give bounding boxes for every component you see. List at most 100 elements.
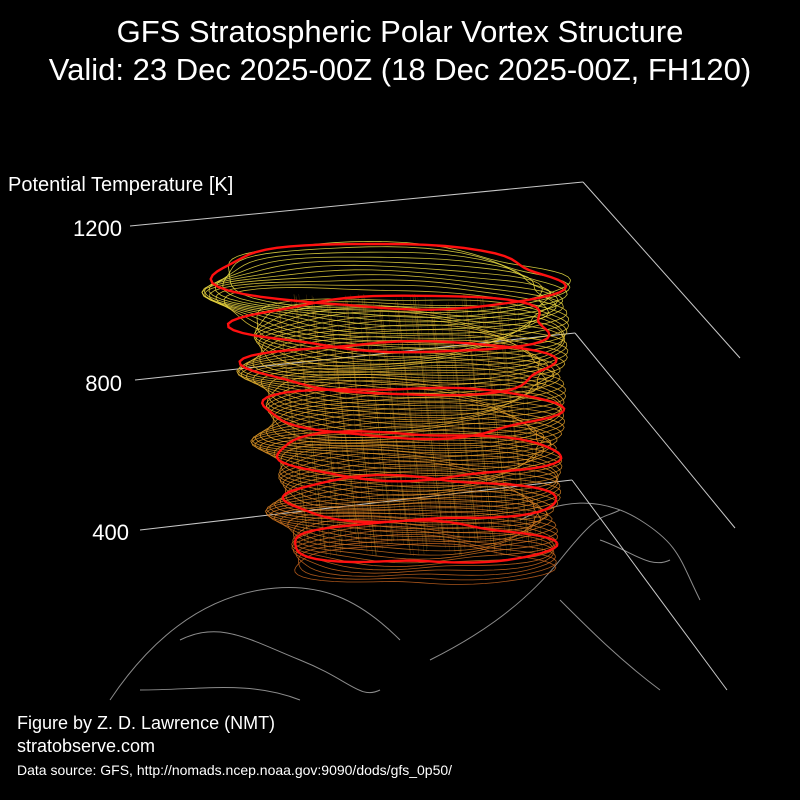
isosurface-contour: [270, 388, 565, 441]
isosurface-contour: [279, 446, 561, 496]
isosurface-contour: [255, 311, 566, 371]
isosurface-mesh-line: [396, 298, 428, 546]
isosurface-mesh-line: [447, 304, 479, 542]
isosurface-mesh-line: [497, 305, 523, 541]
z-tick-label: 400: [92, 520, 129, 545]
isosurface-contour: [236, 344, 547, 398]
highlight-contour: [226, 294, 551, 354]
isosurface-mesh-line: [414, 294, 440, 541]
isosurface-contour: [273, 502, 553, 547]
isosurface-mesh-line: [310, 300, 343, 548]
isosurface-contour: [254, 407, 558, 458]
vortex-isosurface: [201, 240, 571, 585]
isosurface-contour: [266, 373, 565, 429]
isosurface-contour: [237, 348, 548, 402]
isosurface-contour: [214, 251, 568, 318]
isosurface-mesh-line: [439, 305, 466, 551]
isosurface-mesh-line: [278, 304, 309, 543]
isosurface-mesh-line: [432, 305, 462, 554]
isosurface-mesh-line: [412, 294, 445, 543]
isosurface-mesh-line: [363, 294, 393, 544]
coastline: [109, 586, 401, 701]
coastline: [179, 631, 381, 694]
isosurface-contour: [266, 397, 565, 449]
isosurface-mesh-line: [484, 302, 514, 544]
isosurface-mesh-line: [465, 295, 495, 550]
isosurface-mesh-line: [363, 294, 389, 547]
isosurface-mesh-line: [465, 296, 492, 546]
isosurface-contour: [280, 507, 557, 552]
isosurface-mesh-line: [327, 304, 352, 541]
isosurface-mesh-line: [417, 295, 446, 549]
data-source: Data source: GFS, http://nomads.ncep.noa…: [17, 762, 453, 778]
isosurface-contour: [222, 246, 571, 314]
isosurface-mesh-line: [313, 302, 344, 545]
isosurface-contour: [274, 475, 559, 522]
isosurface-mesh-line: [380, 305, 411, 556]
isosurface-contour: [201, 264, 549, 331]
isosurface-mesh-line: [480, 300, 513, 547]
isosurface-mesh-line: [461, 298, 487, 544]
isosurface-contour: [267, 384, 562, 439]
isosurface-mesh-line: [379, 305, 411, 551]
isosurface-mesh-line: [320, 303, 347, 542]
isosurface-contour: [253, 307, 564, 368]
isosurface-mesh-line: [344, 296, 377, 556]
isosurface-mesh-line: [398, 303, 425, 555]
isosurface-contour: [272, 392, 565, 445]
isosurface-contour: [256, 298, 570, 358]
highlight-contour: [294, 519, 559, 564]
isosurface-contour: [265, 493, 541, 538]
isosurface-contour: [258, 315, 568, 374]
isosurface-mesh-line: [463, 294, 496, 553]
isosurface-mesh-line: [513, 301, 538, 553]
isosurface-mesh-line: [361, 297, 394, 541]
coastline: [559, 599, 661, 691]
isosurface-mesh-line: [311, 295, 337, 556]
isosurface-contour: [223, 287, 570, 354]
chart-subtitle: Valid: 23 Dec 2025-00Z (18 Dec 2025-00Z,…: [48, 52, 752, 87]
isosurface-mesh-line: [454, 300, 482, 542]
highlight-contour: [209, 242, 568, 311]
isosurface-mesh-line: [346, 298, 376, 556]
isosurface-mesh-line: [335, 303, 363, 550]
z-axis-line-1200-depth: [582, 181, 741, 359]
coastline: [429, 509, 621, 661]
isosurface-mesh-line: [476, 294, 502, 556]
isosurface-mesh-line: [446, 305, 471, 548]
isosurface-mesh-line: [295, 296, 322, 546]
isosurface-mesh-line: [414, 293, 444, 541]
isosurface-mesh-line: [424, 297, 450, 552]
isosurface-mesh-line: [329, 304, 360, 547]
isosurface-mesh-line: [463, 293, 496, 555]
isosurface-mesh-line: [293, 294, 326, 555]
z-axis-label: Potential Temperature [K]: [8, 174, 234, 196]
isosurface-mesh-line: [482, 297, 512, 553]
z-tick-label: 1200: [73, 216, 122, 241]
isosurface-mesh-line: [482, 295, 508, 555]
isosurface-contour: [259, 402, 563, 454]
isosurface-mesh-line: [499, 305, 528, 541]
isosurface-mesh-line: [429, 302, 462, 557]
isosurface-contour: [260, 366, 566, 421]
isosurface-mesh-line: [298, 294, 327, 556]
isosurface-contour: [269, 498, 548, 543]
coastline: [599, 539, 671, 564]
isosurface-contour: [298, 538, 557, 581]
isosurface-mesh-line: [313, 297, 341, 554]
isosurface-mesh-line: [397, 301, 428, 552]
isosurface-mesh-line: [412, 294, 445, 545]
isosurface-contour: [287, 511, 558, 556]
isosurface-contour: [203, 260, 557, 327]
isosurface-contour: [279, 456, 559, 506]
isosurface-mesh-line: [291, 298, 316, 543]
isosurface-mesh-line: [327, 305, 360, 544]
highlight-contour: [260, 386, 566, 441]
isosurface-contour: [252, 361, 565, 417]
isosurface-contour: [240, 352, 555, 407]
isosurface-contour: [237, 339, 555, 394]
isosurface-mesh-line: [445, 303, 479, 541]
isosurface-mesh-line: [295, 295, 325, 549]
